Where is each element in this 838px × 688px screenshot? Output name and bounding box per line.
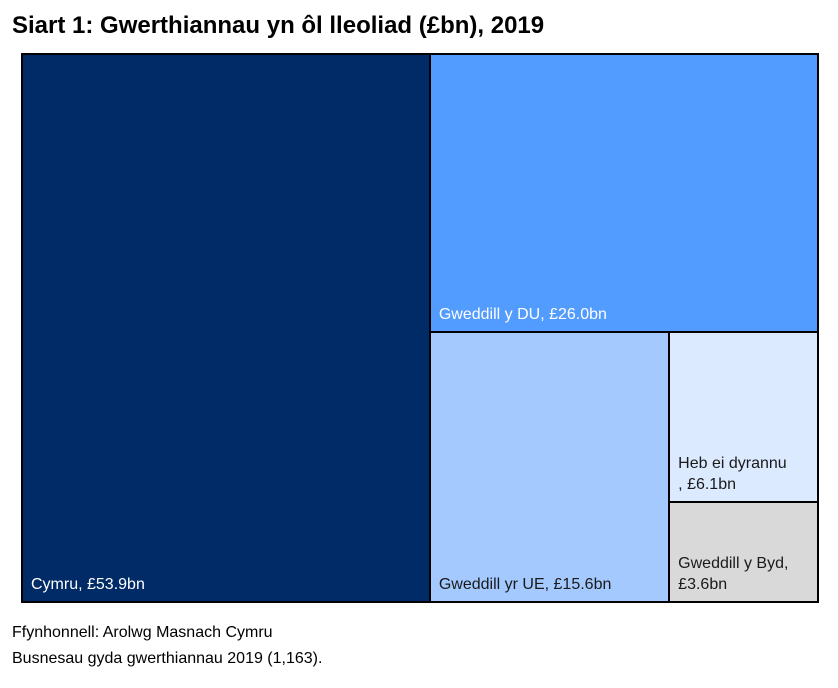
treemap-cell: Cymru, £53.9bn (21, 53, 431, 603)
source-note: Ffynhonnell: Arolwg Masnach Cymru (12, 624, 273, 641)
treemap-cell: Gweddill yr UE, £15.6bn (428, 330, 671, 603)
chart-title: Siart 1: Gwerthiannau yn ôl lleoliad (£b… (12, 12, 545, 39)
cell-label: Gweddill y DU, £26.0bn (438, 305, 607, 323)
cell-label: Gweddill yr UE, £15.6bn (438, 575, 612, 593)
treemap-cell: Heb ei dyrannu , £6.1bn (668, 330, 819, 503)
cell-label: Cymru, £53.9bn (31, 576, 145, 593)
treemap-cell: Gweddill y Byd, £3.6bn (668, 500, 819, 603)
cell-label: Heb ei dyrannu , £6.1bn (678, 454, 787, 493)
sample-note: Busnesau gyda gwerthiannau 2019 (1,163). (12, 650, 323, 667)
plot-area: Cymru, £53.9bn Gweddill y DU, £26.0bn Gwed… (21, 53, 819, 603)
treemap-cell: Gweddill y DU, £26.0bn (428, 53, 819, 333)
cell-label: Gweddill y Byd, £3.6bn (678, 554, 789, 593)
